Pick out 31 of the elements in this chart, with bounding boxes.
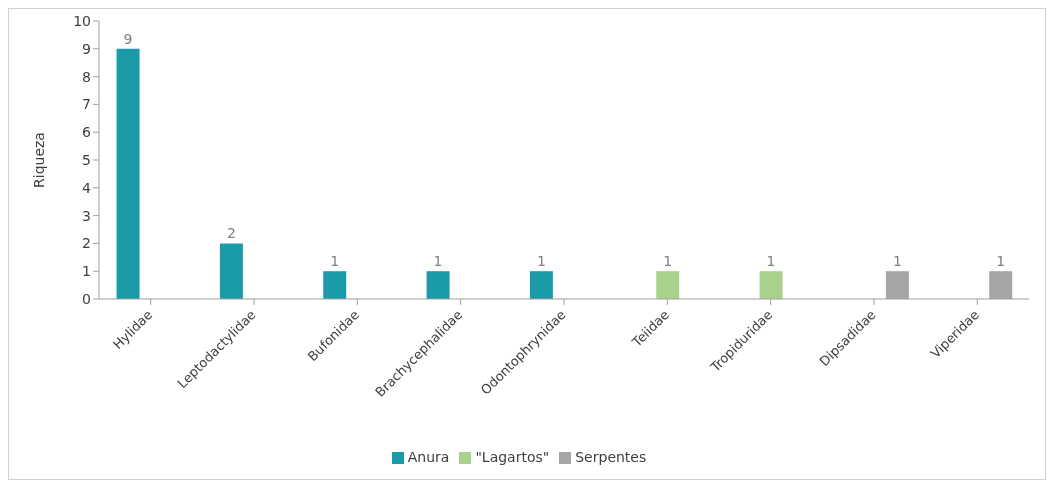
data-label: 1 [663, 253, 673, 270]
legend-label: Anura [407, 449, 450, 465]
data-label: 1 [433, 253, 443, 270]
legend-label: "Lagartos" [475, 449, 550, 465]
bar [426, 271, 450, 299]
data-label: 1 [766, 253, 776, 270]
data-label: 2 [226, 225, 236, 242]
legend-label: Serpentes [575, 449, 647, 465]
y-tick-label: 9 [82, 40, 91, 57]
bar [759, 271, 783, 299]
data-label: 1 [996, 253, 1006, 270]
y-tick-label: 10 [73, 12, 91, 29]
y-tick-label: 7 [82, 96, 91, 113]
y-tick-label: 6 [82, 124, 92, 141]
y-tick-label: 5 [82, 151, 91, 168]
y-tick-label: 2 [82, 235, 91, 252]
y-tick-label: 0 [82, 290, 91, 307]
bar [323, 271, 347, 299]
data-label: 1 [536, 253, 546, 270]
y-tick-label: 8 [82, 68, 91, 85]
bar [116, 48, 140, 299]
y-tick-label: 4 [82, 179, 92, 196]
data-label: 1 [330, 253, 340, 270]
y-axis-title: Riqueza [30, 132, 47, 188]
y-tick-label: 3 [82, 207, 91, 224]
bar [219, 243, 243, 299]
bar [656, 271, 680, 299]
y-tick-label: 1 [82, 263, 91, 280]
bar [529, 271, 553, 299]
data-label: 9 [123, 30, 133, 47]
data-label: 1 [892, 253, 902, 270]
